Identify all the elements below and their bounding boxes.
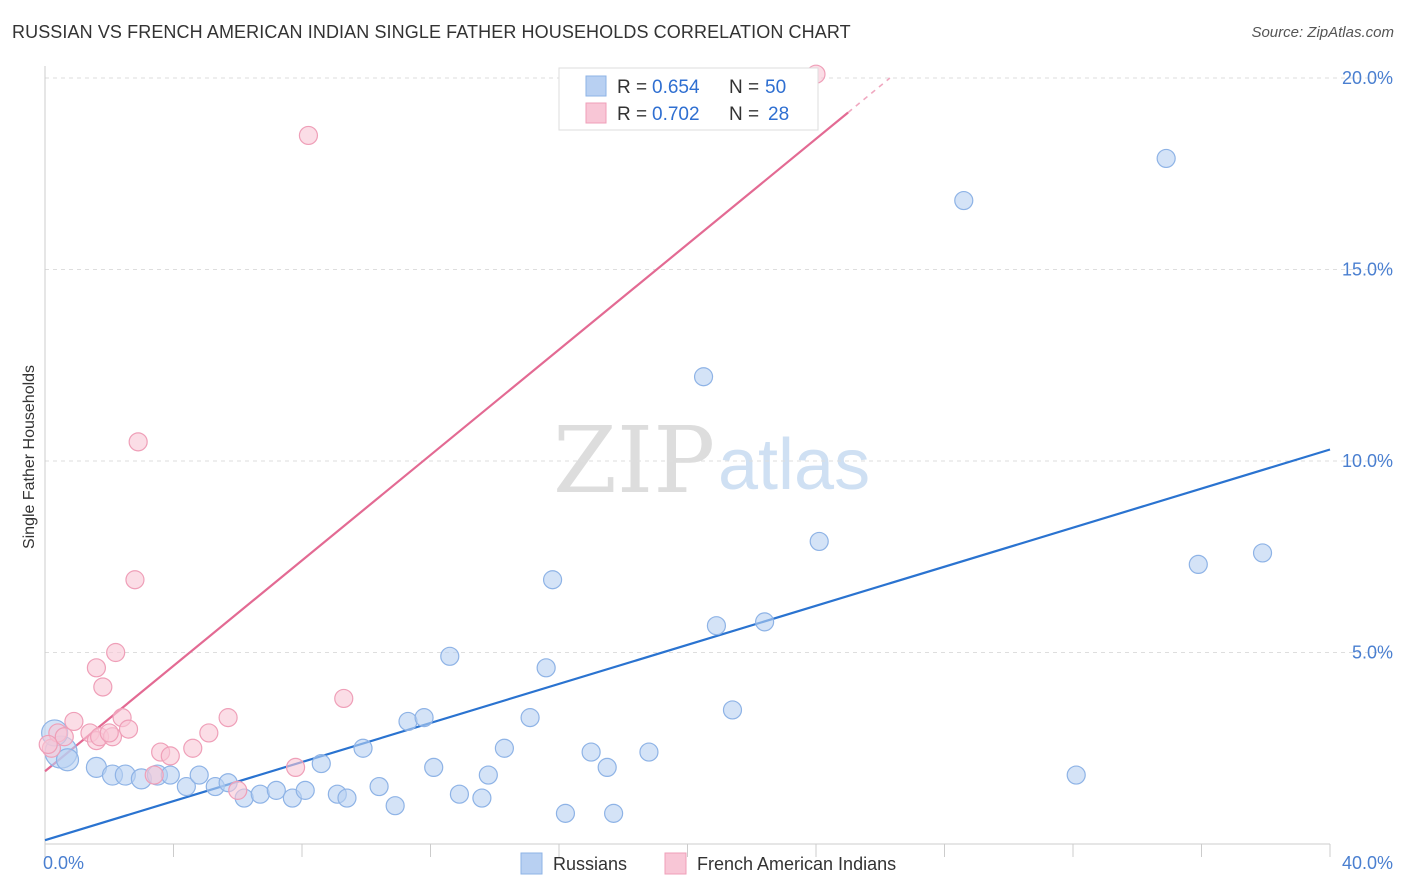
point-russians-9 [189, 765, 209, 785]
point-russians-28 [472, 788, 492, 808]
point-russians-36 [597, 757, 617, 778]
y-tick-labels: 5.0% 10.0% 15.0% 20.0% [1342, 68, 1393, 663]
axes [44, 66, 1331, 857]
chart-title: RUSSIAN VS FRENCH AMERICAN INDIAN SINGLE… [12, 22, 851, 42]
point-french-american-indians-2 [54, 727, 74, 747]
point-russians-16 [295, 780, 315, 800]
point-french-american-indians-26 [38, 734, 58, 755]
data-points [38, 64, 1273, 823]
point-russians-34 [555, 803, 576, 823]
point-russians-40 [706, 616, 727, 636]
y-axis-label: Single Father Households [21, 365, 38, 549]
y-tick-label-2: 15.0% [1342, 260, 1393, 280]
bottom-legend-label-russians: Russians [553, 854, 627, 874]
point-french-american-indians-18 [183, 738, 203, 758]
bottom-legend-swatch-french-american-indians [664, 852, 687, 875]
point-russians-1 [55, 748, 80, 772]
point-french-american-indians-20 [218, 708, 238, 728]
point-french-american-indians-24 [334, 688, 354, 709]
point-french-american-indians-8 [93, 677, 113, 697]
point-russians-45 [1066, 765, 1086, 785]
point-russians-33 [542, 570, 563, 590]
legend-n-label-russians: N = [729, 77, 759, 98]
point-russians-47 [1188, 554, 1208, 575]
watermark-zip: ZIP [553, 407, 715, 514]
point-russians-22 [385, 796, 405, 816]
point-russians-19 [337, 788, 357, 808]
point-russians-44 [954, 190, 974, 211]
point-french-american-indians-17 [160, 746, 180, 766]
legend-r-label-russians: R = [617, 77, 647, 98]
trend-line-russians [44, 448, 1331, 842]
point-russians-30 [494, 738, 514, 758]
point-russians-43 [809, 531, 829, 552]
legend-n-value-french-american-indians: 28 [768, 104, 789, 125]
point-russians-42 [754, 612, 775, 632]
trend-lines [44, 77, 1331, 842]
point-french-american-indians-15 [144, 765, 164, 785]
legend-n-value-russians: 50 [765, 77, 786, 98]
bottom-legend-swatch-russians [520, 852, 543, 875]
legend-swatch-french-american-indians [585, 102, 607, 124]
point-russians-37 [604, 803, 624, 823]
x-tick-label-1: 40.0% [1342, 853, 1393, 873]
point-french-american-indians-14 [128, 432, 148, 452]
point-french-american-indians-21 [228, 780, 248, 800]
legend-swatch-russians [585, 75, 607, 97]
point-russians-35 [581, 742, 601, 762]
point-russians-31 [520, 708, 540, 728]
legend-r-value-russians: 0.654 [652, 77, 700, 98]
point-russians-24 [414, 708, 434, 728]
point-russians-20 [353, 738, 373, 758]
point-russians-32 [536, 658, 556, 678]
point-russians-48 [1252, 543, 1273, 563]
legend-n-label-french-american-indians: N = [729, 104, 759, 125]
point-russians-26 [440, 646, 460, 666]
x-tick-labels: 0.0% 40.0% [43, 853, 1393, 873]
trend-line-french-american-indians [44, 111, 849, 773]
point-french-american-indians-12 [118, 719, 139, 739]
point-russians-39 [693, 367, 714, 387]
y-tick-label-3: 20.0% [1342, 68, 1393, 88]
point-russians-27 [449, 784, 470, 804]
x-tick-label-0: 0.0% [43, 853, 84, 873]
point-russians-7 [160, 765, 180, 785]
bottom-legend-label-french-american-indians: French American Indians [697, 854, 896, 874]
point-french-american-indians-19 [199, 723, 219, 743]
point-russians-8 [176, 776, 196, 797]
legend-r-label-french-american-indians: R = [617, 104, 647, 125]
point-russians-17 [311, 753, 331, 774]
y-tick-label-1: 10.0% [1342, 451, 1393, 471]
point-russians-41 [722, 700, 743, 720]
point-russians-21 [369, 776, 389, 797]
point-french-american-indians-22 [285, 757, 306, 778]
bottom-legend: Russians French American Indians [520, 852, 896, 875]
point-russians-38 [639, 742, 659, 762]
point-french-american-indians-27 [99, 723, 119, 743]
point-russians-46 [1156, 148, 1176, 169]
point-russians-13 [250, 784, 270, 804]
legend-r-value-french-american-indians: 0.702 [652, 104, 700, 125]
point-french-american-indians-13 [125, 570, 145, 590]
point-russians-25 [424, 757, 444, 778]
point-french-american-indians-7 [86, 658, 107, 678]
point-russians-23 [398, 711, 418, 732]
point-russians-29 [478, 765, 498, 785]
source-label: Source: ZipAtlas.com [1251, 24, 1394, 41]
trend-line-extension-french-american-indians [847, 77, 891, 114]
watermark-atlas: atlas [718, 425, 870, 505]
legend: R = 0.654 N = 50 R = 0.702 N = 28 [558, 67, 819, 131]
watermark: ZIP atlas [553, 407, 870, 514]
point-russians-14 [266, 780, 286, 800]
point-french-american-indians-10 [106, 642, 126, 663]
point-french-american-indians-23 [298, 125, 319, 146]
y-tick-label-0: 5.0% [1352, 643, 1393, 663]
grid [45, 77, 1390, 653]
point-french-american-indians-3 [64, 711, 84, 732]
